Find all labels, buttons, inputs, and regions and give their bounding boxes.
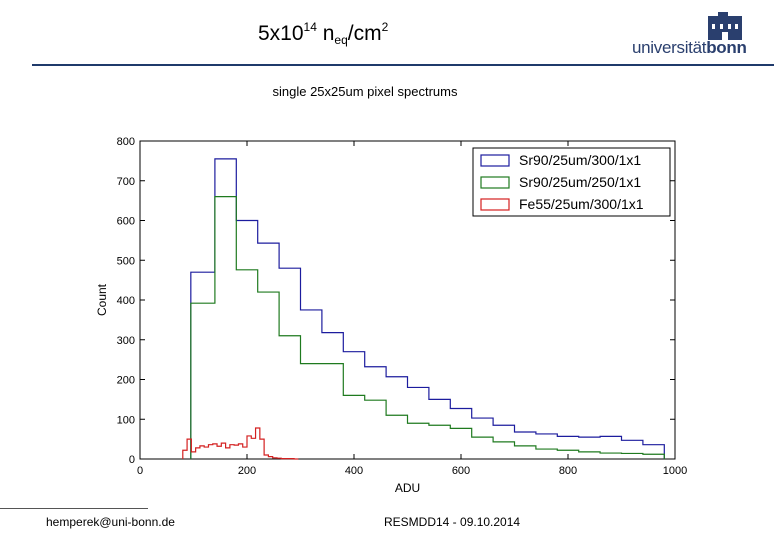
x-tick-label: 0 <box>137 465 143 477</box>
y-tick-label: 500 <box>117 255 135 267</box>
logo-text: universitätbonn <box>632 38 747 58</box>
legend-label: Fe55/25um/300/1x1 <box>519 196 644 212</box>
university-logo <box>708 12 742 40</box>
y-tick-label: 0 <box>129 454 135 466</box>
legend-swatch <box>480 198 510 211</box>
y-axis-label: Count <box>95 283 109 316</box>
series-line-2 <box>190 196 665 459</box>
logo-text-bonn: bonn <box>706 38 747 57</box>
legend-swatch <box>480 154 510 167</box>
title-unit: /cm <box>347 22 382 45</box>
x-tick-label: 800 <box>559 465 577 477</box>
footer-event: RESMDD14 - 09.10.2014 <box>384 515 521 529</box>
legend-swatch <box>480 176 510 189</box>
title-subscript: eq <box>334 33 348 47</box>
x-tick-label: 1000 <box>663 465 687 477</box>
x-tick-label: 400 <box>345 465 363 477</box>
legend-label: Sr90/25um/250/1x1 <box>519 174 641 190</box>
x-tick-label: 200 <box>238 465 256 477</box>
footer-email: hemperek@uni-bonn.de <box>46 515 175 529</box>
title-n: n <box>316 22 335 45</box>
y-tick-label: 600 <box>117 216 135 228</box>
y-tick-label: 300 <box>117 335 135 347</box>
slide-title: 5x1014 neq/cm2 <box>258 20 388 47</box>
header-rule <box>32 64 774 66</box>
y-tick-label: 100 <box>117 414 135 426</box>
legend-box <box>472 147 671 217</box>
title-main: 5x10 <box>258 22 304 45</box>
series-line-3 <box>182 427 299 460</box>
title-unit-exponent: 2 <box>381 20 389 34</box>
y-tick-label: 200 <box>117 375 135 387</box>
building-icon <box>708 12 742 40</box>
x-tick-label: 600 <box>452 465 470 477</box>
y-tick-label: 700 <box>117 176 135 188</box>
series-line-1 <box>190 158 665 459</box>
y-tick-label: 800 <box>117 136 135 148</box>
chart-title: single 25x25um pixel spectrums <box>272 84 458 99</box>
footer-rule <box>0 508 148 509</box>
legend-label: Sr90/25um/300/1x1 <box>519 152 641 168</box>
y-tick-label: 400 <box>117 295 135 307</box>
logo-text-universitat: universität <box>632 38 707 57</box>
x-axis-label: ADU <box>395 481 420 495</box>
title-exponent: 14 <box>303 20 317 34</box>
